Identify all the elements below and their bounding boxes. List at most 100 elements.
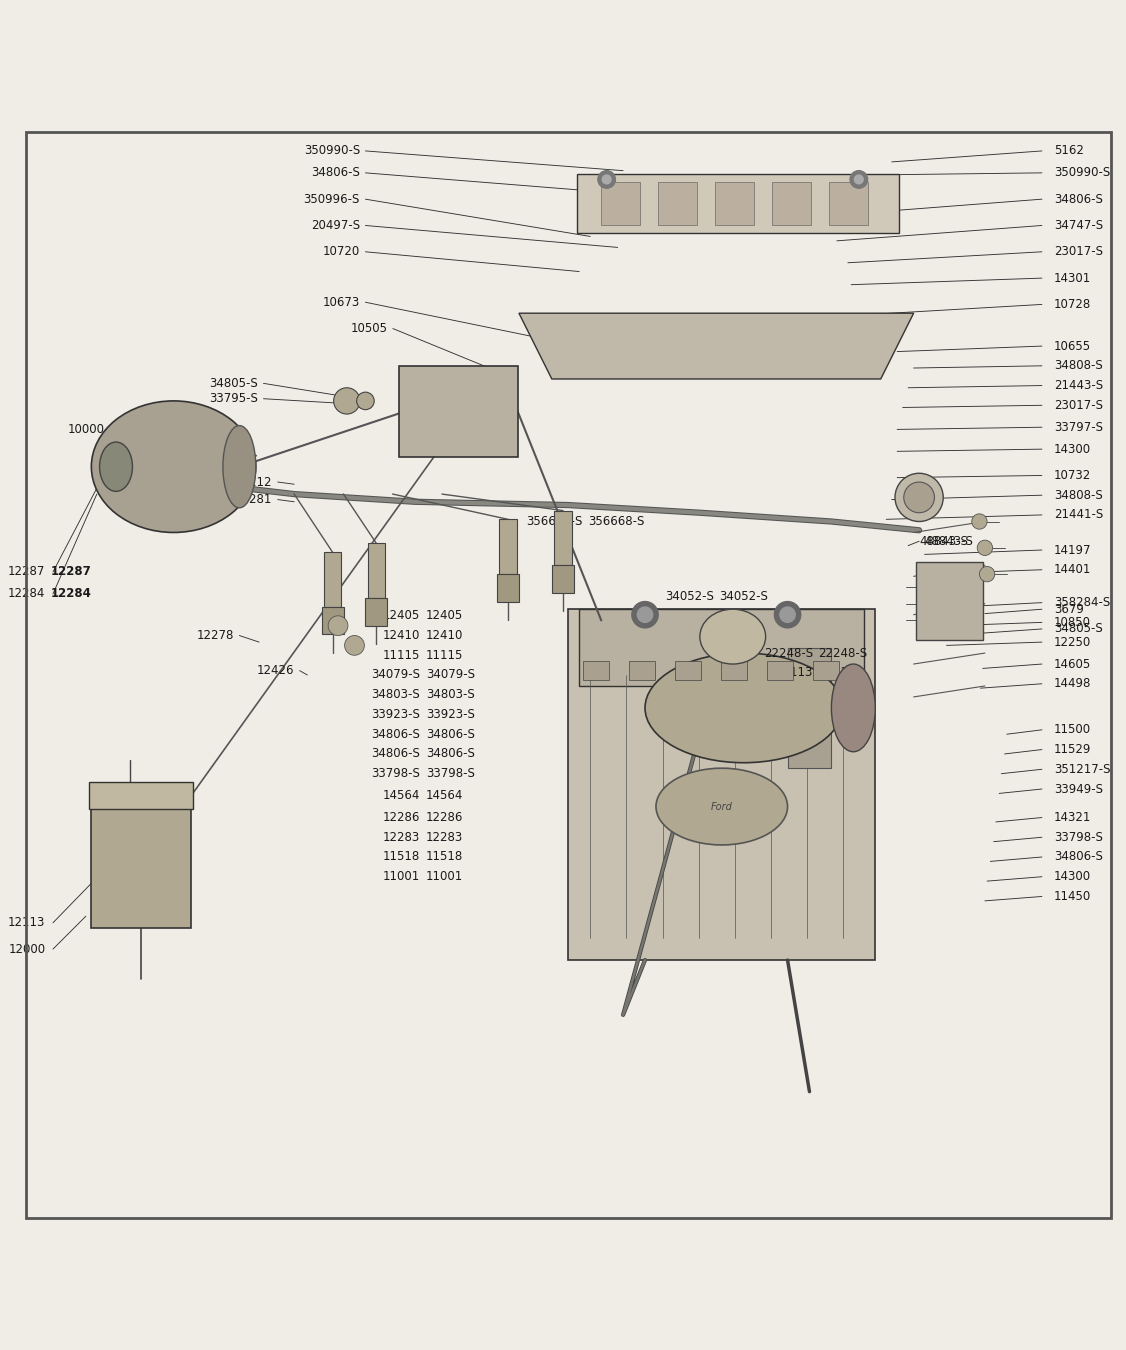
Text: 5162: 5162 [1054, 144, 1084, 158]
Text: 10000: 10000 [68, 423, 105, 436]
Text: 34806-S: 34806-S [426, 728, 475, 741]
Text: 12284: 12284 [51, 587, 91, 601]
Text: 34806-S: 34806-S [311, 166, 360, 180]
Ellipse shape [700, 609, 766, 664]
Text: 34747-S: 34747-S [1054, 219, 1103, 232]
FancyBboxPatch shape [601, 182, 640, 225]
FancyBboxPatch shape [324, 552, 341, 608]
Text: 23017-S: 23017-S [1054, 246, 1103, 258]
Text: 22248-S: 22248-S [763, 647, 813, 660]
Text: 12287: 12287 [51, 566, 91, 578]
Circle shape [977, 540, 993, 555]
Text: 12283: 12283 [426, 830, 463, 844]
FancyBboxPatch shape [582, 660, 609, 680]
Ellipse shape [99, 441, 133, 491]
Text: 34806-S: 34806-S [1054, 850, 1102, 864]
Circle shape [328, 616, 348, 636]
Text: 11450: 11450 [1054, 890, 1091, 903]
Text: 12281: 12281 [235, 493, 272, 506]
Text: 14564: 14564 [426, 790, 463, 802]
Text: 12250: 12250 [1054, 636, 1091, 648]
Ellipse shape [831, 664, 875, 752]
Text: 11518: 11518 [383, 850, 420, 864]
Text: 34805-S: 34805-S [1054, 622, 1102, 636]
Circle shape [598, 170, 616, 188]
Text: 11001: 11001 [383, 871, 420, 883]
Text: Ford: Ford [711, 802, 733, 811]
Text: 33798-S: 33798-S [426, 767, 475, 780]
Text: 23017-S: 23017-S [1054, 398, 1103, 412]
Ellipse shape [645, 653, 842, 763]
FancyBboxPatch shape [400, 366, 518, 458]
Circle shape [895, 474, 944, 521]
Text: 21443-S: 21443-S [1054, 379, 1103, 391]
FancyBboxPatch shape [569, 609, 875, 960]
Text: 12278: 12278 [197, 629, 234, 643]
Text: 10732: 10732 [1054, 468, 1091, 482]
Text: 20497-S: 20497-S [311, 219, 360, 232]
FancyBboxPatch shape [89, 782, 193, 809]
Text: 33797-S: 33797-S [1054, 421, 1103, 433]
FancyBboxPatch shape [674, 660, 700, 680]
Text: 34803-S: 34803-S [372, 688, 420, 701]
Circle shape [904, 482, 935, 513]
Circle shape [850, 170, 868, 188]
Ellipse shape [91, 401, 256, 532]
Text: 22248-S: 22248-S [819, 647, 867, 660]
FancyBboxPatch shape [91, 784, 190, 927]
FancyBboxPatch shape [715, 182, 753, 225]
Text: 358284-S: 358284-S [1054, 597, 1110, 609]
FancyBboxPatch shape [915, 562, 983, 640]
Text: 11518: 11518 [426, 850, 463, 864]
Text: 12000: 12000 [8, 942, 45, 956]
Text: 11001: 11001 [426, 871, 463, 883]
FancyBboxPatch shape [552, 566, 574, 593]
FancyBboxPatch shape [497, 574, 519, 602]
Text: 34079-S: 34079-S [372, 668, 420, 682]
FancyBboxPatch shape [772, 182, 811, 225]
Circle shape [637, 608, 653, 622]
FancyBboxPatch shape [829, 182, 868, 225]
Text: 14301: 14301 [1054, 271, 1091, 285]
Text: 12426: 12426 [257, 664, 294, 678]
Text: 12284: 12284 [8, 587, 45, 601]
Circle shape [357, 392, 374, 409]
Text: 12286: 12286 [426, 811, 463, 824]
Text: 14300: 14300 [1054, 871, 1091, 883]
Text: 48843-S: 48843-S [919, 535, 968, 548]
Text: 10673: 10673 [323, 296, 360, 309]
Text: 11500: 11500 [1054, 724, 1091, 736]
FancyBboxPatch shape [767, 660, 793, 680]
FancyBboxPatch shape [554, 510, 572, 566]
Text: 34052-S: 34052-S [665, 590, 714, 602]
Text: 10655: 10655 [1054, 340, 1091, 352]
Text: 350990-S: 350990-S [304, 144, 360, 158]
Text: 12283: 12283 [383, 830, 420, 844]
Text: 12286: 12286 [383, 811, 420, 824]
Text: 34806-S: 34806-S [372, 728, 420, 741]
FancyBboxPatch shape [813, 660, 839, 680]
Text: 14564: 14564 [383, 790, 420, 802]
Ellipse shape [656, 768, 787, 845]
Text: 12113: 12113 [8, 917, 45, 929]
Text: 12112: 12112 [234, 475, 272, 489]
Text: 34806-S: 34806-S [1054, 193, 1102, 205]
Text: 10850: 10850 [1054, 616, 1091, 629]
Text: 12405: 12405 [426, 609, 463, 622]
Text: 34806-S: 34806-S [372, 748, 420, 760]
FancyBboxPatch shape [787, 648, 831, 768]
Text: 350990-S: 350990-S [1054, 166, 1110, 180]
Text: 356668-S: 356668-S [526, 514, 582, 528]
Text: 14401: 14401 [1054, 563, 1091, 576]
Circle shape [972, 514, 988, 529]
Text: 11113: 11113 [776, 667, 813, 679]
Text: 351217-S: 351217-S [1054, 763, 1110, 776]
Circle shape [855, 176, 864, 184]
Text: 21441-S: 21441-S [1054, 509, 1103, 521]
Text: 11529: 11529 [1054, 743, 1091, 756]
Polygon shape [519, 313, 913, 379]
Text: 34079-S: 34079-S [426, 668, 475, 682]
Text: 14498: 14498 [1054, 678, 1091, 690]
FancyBboxPatch shape [659, 182, 697, 225]
Text: 34808-S: 34808-S [1054, 489, 1102, 502]
